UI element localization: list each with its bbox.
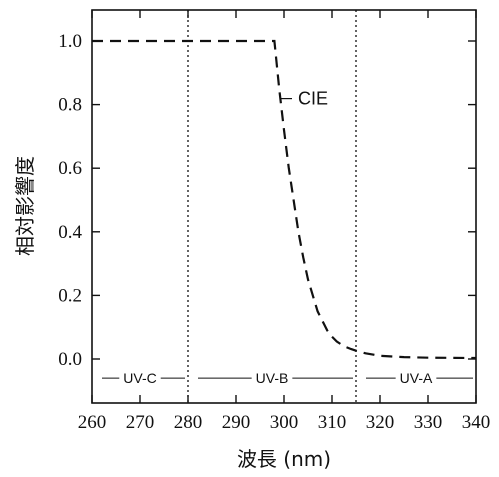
y-tick-label: 0.0 — [58, 349, 82, 370]
x-tick-label: 330 — [414, 412, 443, 433]
x-tick-label: 300 — [270, 412, 299, 433]
annotations: CIE — [280, 89, 328, 109]
y-axis-title: 相対影響度 — [13, 156, 37, 256]
x-tick-label: 310 — [318, 412, 347, 433]
y-tick-label: 1.0 — [58, 31, 82, 52]
x-tick-label: 280 — [174, 412, 203, 433]
x-axis-title: 波長 (nm) — [237, 447, 331, 471]
uv-bands: UV-C UV-B UV-A — [102, 370, 473, 386]
band-label: UV-B — [256, 370, 289, 386]
band-label: UV-C — [123, 370, 156, 386]
band-label: UV-A — [400, 370, 433, 386]
x-tick-label: 340 — [462, 412, 491, 433]
x-tick-label: 260 — [78, 412, 107, 433]
annotation-label: CIE — [298, 89, 328, 109]
series-line — [92, 39, 477, 360]
y-tick-label: 0.2 — [58, 285, 82, 306]
reference-lines — [187, 10, 357, 403]
y-tick-label: 0.6 — [58, 158, 82, 179]
x-tick-label: 290 — [222, 412, 251, 433]
y-axis: 0.0 0.2 0.4 0.6 0.8 1.0 — [58, 31, 476, 370]
y-tick-label: 0.8 — [58, 95, 82, 116]
x-tick-label: 270 — [126, 412, 155, 433]
y-tick-label: 0.4 — [58, 222, 82, 243]
series-group — [92, 39, 477, 360]
x-tick-label: 320 — [366, 412, 395, 433]
plot-frame — [91, 9, 477, 404]
x-axis: 260 270 280 290 300 310 320 330 340 — [78, 10, 491, 433]
